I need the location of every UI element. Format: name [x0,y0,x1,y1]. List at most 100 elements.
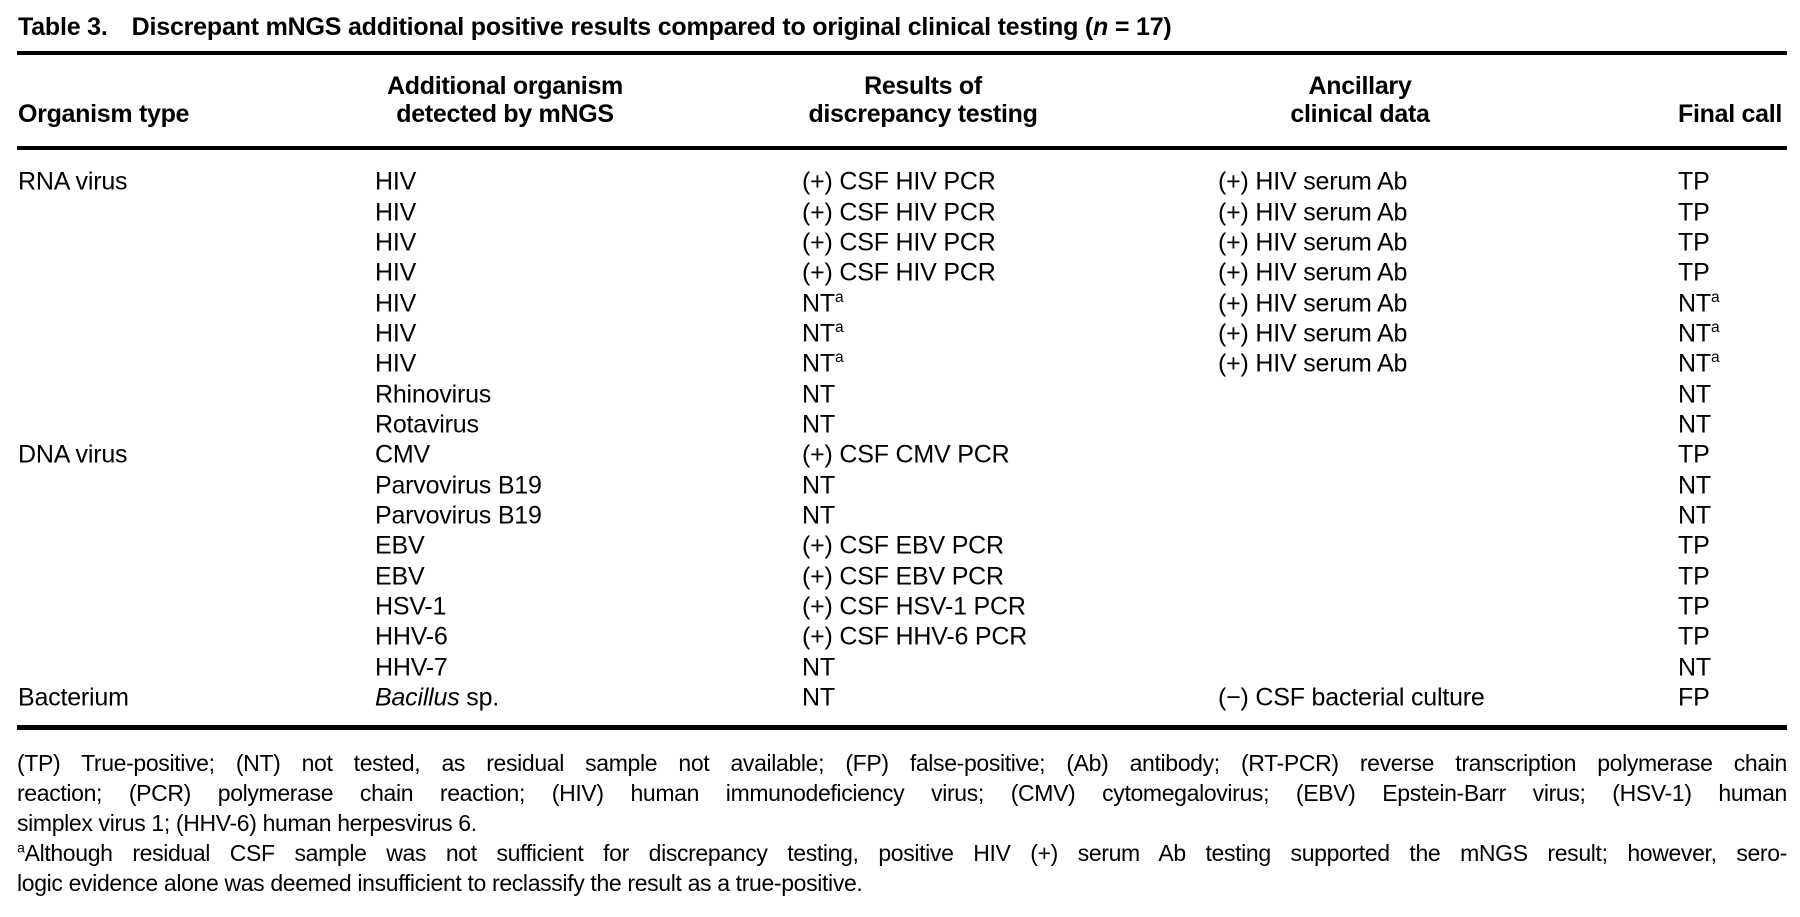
result-cell: (+) CSF CMV PCR [802,440,1010,469]
table-row: DNA virus CMV (+) CSF CMV PCR TP [0,440,1800,470]
result-cell: NT [802,683,835,712]
ancillary-cell: (+) HIV serum Ab [1218,319,1408,348]
organism-cell: EBV [375,531,425,560]
result-cell: (+) CSF HSV-1 PCR [802,592,1026,621]
organism-cell: EBV [375,562,425,591]
final-call-cell: TP [1678,562,1710,591]
result-cell: NT [802,380,835,409]
table-row: HIV NTa (+) HIV serum Ab NTa [0,319,1800,349]
result-cell: (+) CSF HHV-6 PCR [802,622,1028,651]
result-cell: NT [802,653,835,682]
organism-cell: HIV [375,228,417,257]
final-call-cell: NTa [1678,349,1720,378]
column-header-ancillary-data: Ancillary clinical data [1290,72,1430,128]
superscript-note-a: a [834,349,844,367]
table-row: HHV-7 NT NT [0,653,1800,683]
result-cell: NTa [802,349,844,378]
final-call-cell: NT [1678,410,1711,439]
result-cell: (+) CSF EBV PCR [802,531,1004,560]
final-call-cell: NT [1678,501,1711,530]
ancillary-cell: (−) CSF bacterial culture [1218,683,1485,712]
final-call-cell: TP [1678,198,1710,227]
ancillary-cell: (+) HIV serum Ab [1218,167,1408,196]
organism-type-cell: DNA virus [18,440,128,469]
final-call-cell: NTa [1678,319,1720,348]
result-cell: (+) CSF HIV PCR [802,228,996,257]
final-call-cell: FP [1678,683,1710,712]
organism-cell: CMV [375,440,430,469]
footnote-abbreviations-line-3: simplex virus 1; (HHV-6) human herpesvir… [17,810,477,836]
column-header-additional-organism: Additional organism detected by mNGS [387,72,623,128]
table-rule-below-header [17,146,1787,150]
table-footnotes: (TP) True-positive; (NT) not tested, as … [17,748,1787,898]
table-row: Parvovirus B19 NT NT [0,501,1800,531]
final-call-cell: NT [1678,380,1711,409]
organism-cell: HIV [375,198,417,227]
final-call-cell: TP [1678,440,1710,469]
organism-cell: HIV [375,349,417,378]
final-call-cell: TP [1678,592,1710,621]
organism-cell: HHV-6 [375,622,448,651]
final-call-cell: TP [1678,622,1710,651]
table-row: HIV NTa (+) HIV serum Ab NTa [0,349,1800,379]
table-row: Rhinovirus NT NT [0,379,1800,409]
table-title: Table 3. Discrepant mNGS additional posit… [18,13,1788,42]
footnote-a-line-2: logic evidence alone was deemed insuffic… [17,870,863,896]
table-row: HSV-1 (+) CSF HSV-1 PCR TP [0,592,1800,622]
result-cell: NT [802,471,835,500]
ancillary-cell: (+) HIV serum Ab [1218,349,1408,378]
table-row: HIV (+) CSF HIV PCR (+) HIV serum Ab TP [0,197,1800,227]
table-row: EBV (+) CSF EBV PCR TP [0,561,1800,591]
organism-type-cell: RNA virus [18,167,128,196]
table-caption-n-italic: n [1093,13,1109,41]
final-call-cell: TP [1678,167,1710,196]
ancillary-cell: (+) HIV serum Ab [1218,198,1408,227]
table-body: RNA virus HIV (+) CSF HIV PCR (+) HIV se… [0,167,1800,713]
organism-genus-italic: Bacillus [375,683,460,712]
superscript-note-a: a [1710,319,1720,337]
table-rule-bottom [17,725,1787,730]
column-header-discrepancy-results: Results of discrepancy testing [808,72,1038,128]
final-call-cell: TP [1678,531,1710,560]
column-header-final-call: Final call [1678,100,1782,128]
ancillary-cell: (+) HIV serum Ab [1218,228,1408,257]
superscript-note-a: a [1710,349,1720,367]
final-call-cell: NT [1678,471,1711,500]
table-row: HIV NTa (+) HIV serum Ab NTa [0,288,1800,318]
organism-cell: HIV [375,167,417,196]
organism-cell: Parvovirus B19 [375,471,542,500]
footnote-a-line-1: aAlthough residual CSF sample was not su… [17,840,1787,866]
table-row: RNA virus HIV (+) CSF HIV PCR (+) HIV se… [0,167,1800,197]
result-cell: (+) CSF HIV PCR [802,258,996,287]
result-cell: (+) CSF HIV PCR [802,198,996,227]
table-row: HHV-6 (+) CSF HHV-6 PCR TP [0,622,1800,652]
table-rule-top [17,51,1787,55]
superscript-note-a: a [834,288,844,306]
final-call-cell: NT [1678,653,1711,682]
superscript-note-a: a [834,319,844,337]
result-cell: NTa [802,319,844,348]
organism-cell: Bacillus sp. [375,683,500,712]
organism-cell: HIV [375,289,417,318]
table-row: Bacterium Bacillus sp. NT (−) CSF bacter… [0,683,1800,713]
footnote-abbreviations-line-2: reaction; (PCR) polymerase chain reactio… [17,780,1787,806]
organism-type-cell: Bacterium [18,683,129,712]
table-row: EBV (+) CSF EBV PCR TP [0,531,1800,561]
organism-cell: HIV [375,319,417,348]
table-row: Parvovirus B19 NT NT [0,470,1800,500]
table-row: HIV (+) CSF HIV PCR (+) HIV serum Ab TP [0,228,1800,258]
column-header-organism-type: Organism type [18,100,190,128]
ancillary-cell: (+) HIV serum Ab [1218,258,1408,287]
result-cell: (+) CSF EBV PCR [802,562,1004,591]
table-caption-text: Discrepant mNGS additional positive resu… [131,13,1094,41]
footnote-abbreviations-line-1: (TP) True-positive; (NT) not tested, as … [17,750,1787,776]
organism-cell: HHV-7 [375,653,448,682]
result-cell: (+) CSF HIV PCR [802,167,996,196]
table-header-row: Organism type Additional organism detect… [0,70,1800,128]
organism-cell: HSV-1 [375,592,447,621]
result-cell: NT [802,410,835,439]
final-call-cell: TP [1678,258,1710,287]
final-call-cell: TP [1678,228,1710,257]
organism-cell: Rhinovirus [375,380,492,409]
